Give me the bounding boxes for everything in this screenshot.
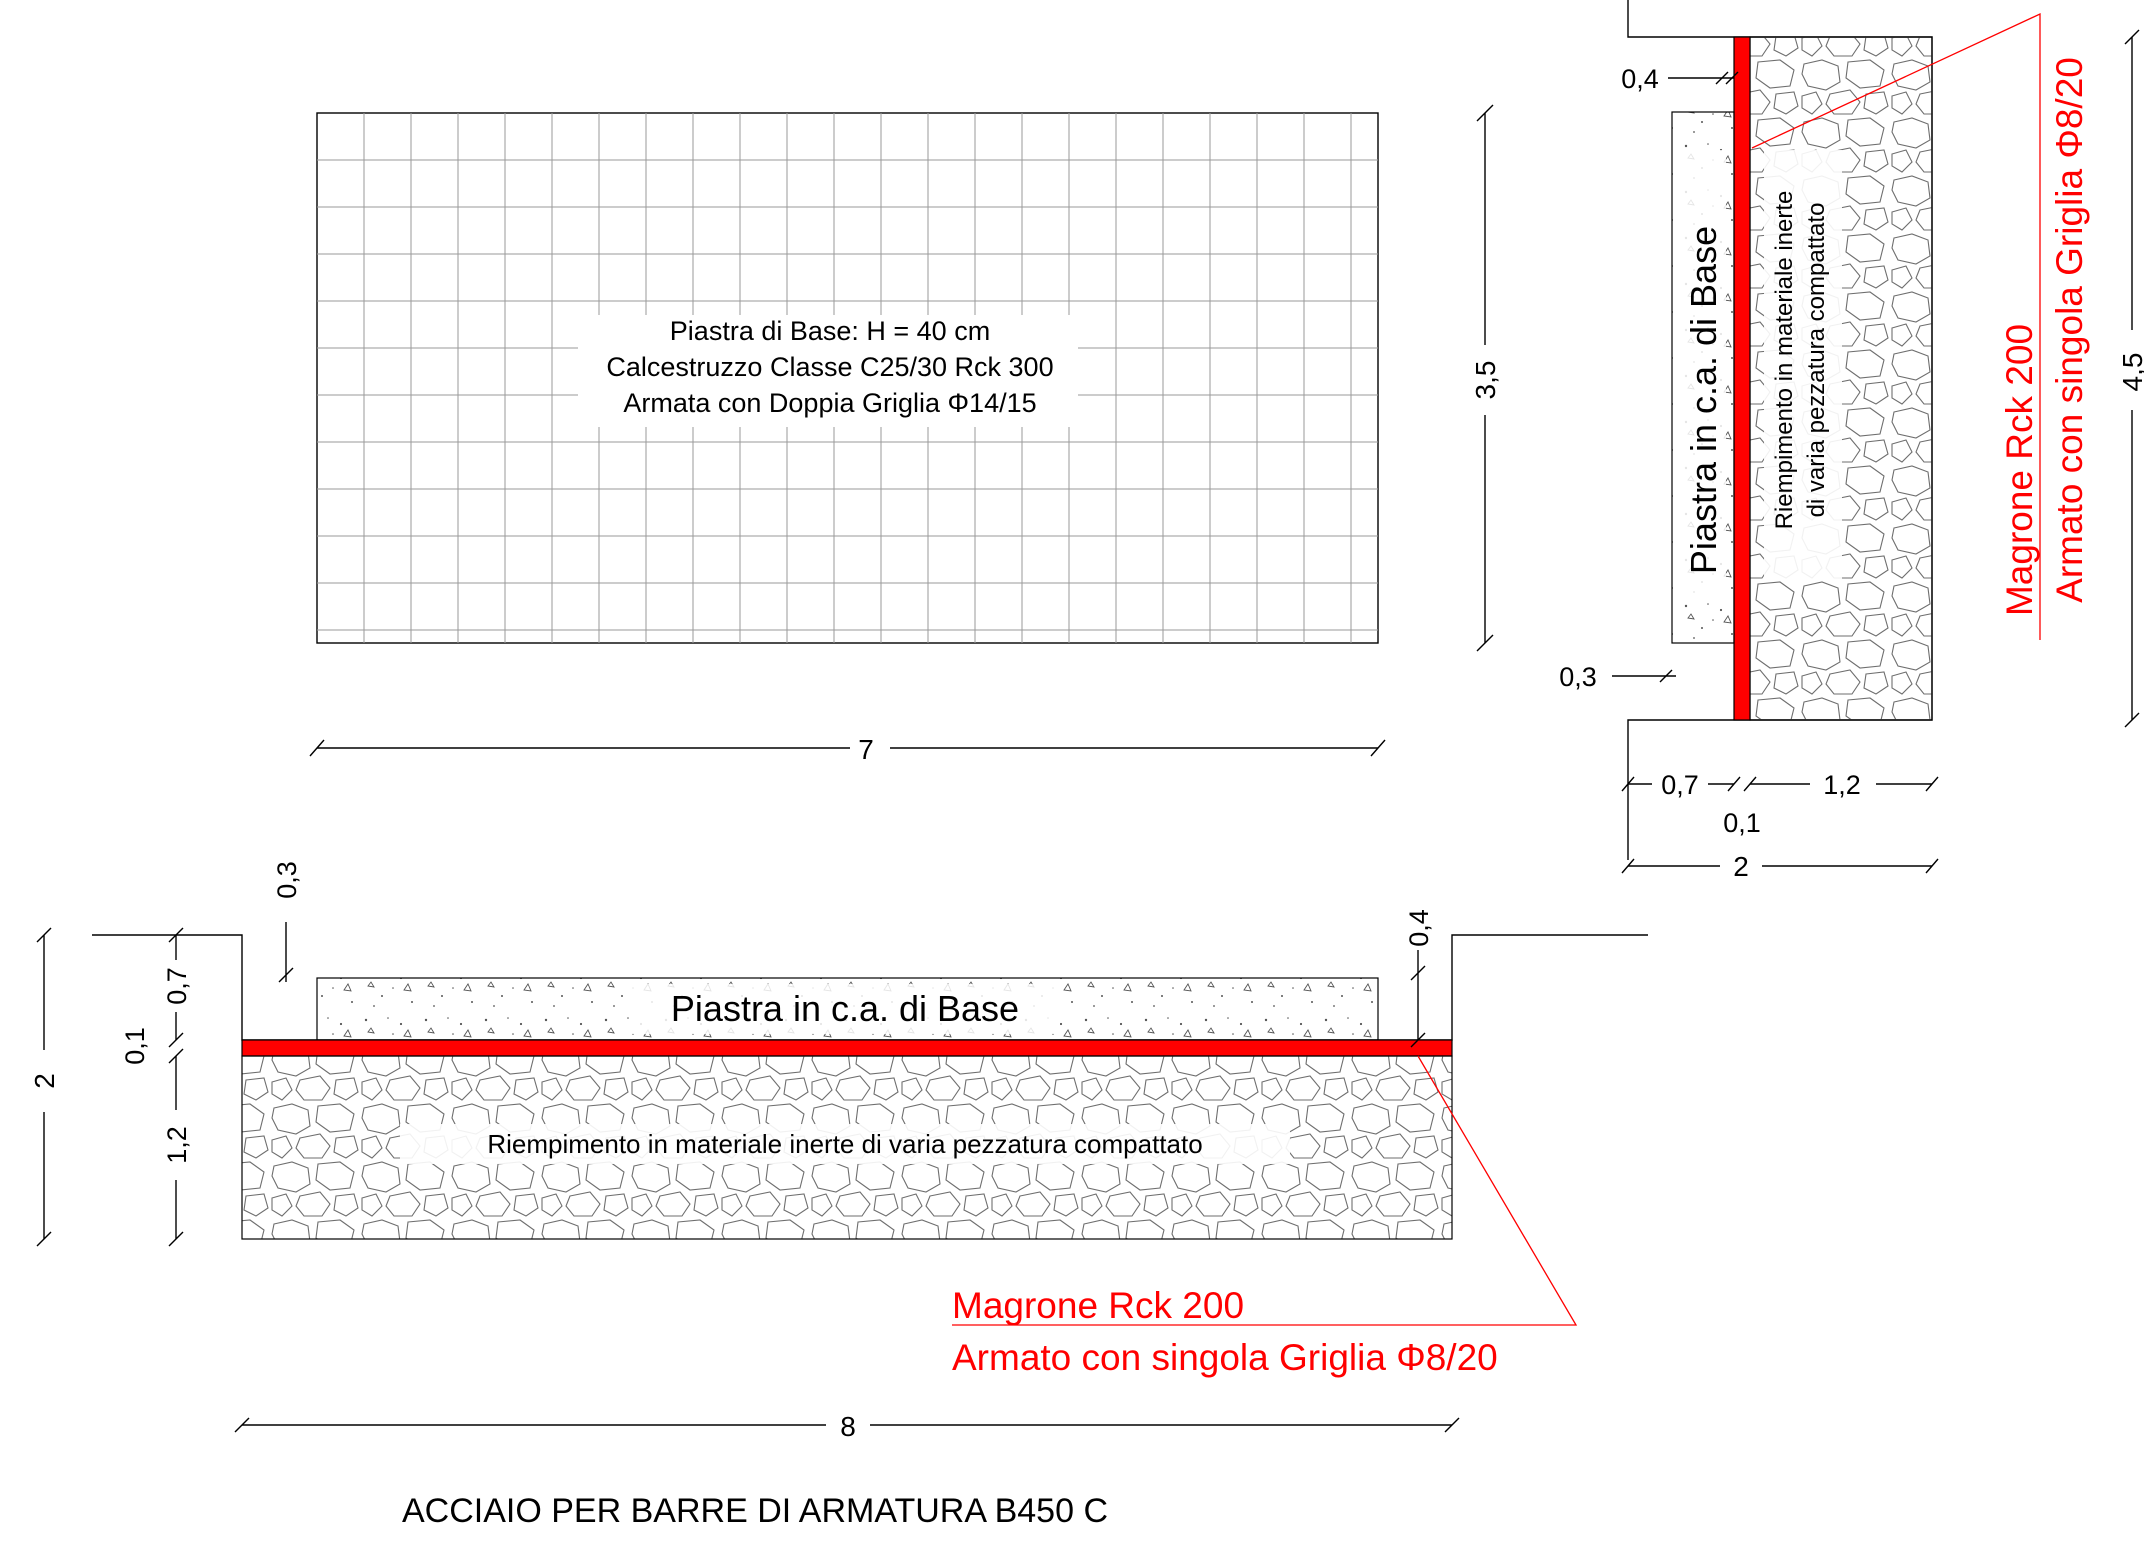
vertical-total-width-label: 2: [1733, 851, 1749, 882]
plan-width-label: 7: [858, 734, 874, 765]
vertical-width-chain-dimension: 0,7 1,2 0,1: [1621, 770, 1939, 838]
vertical-magrone-line1: Magrone Rck 200: [1999, 324, 2040, 616]
horizontal-left-gap-label: 0,3: [272, 861, 302, 899]
horizontal-magrone-line2: Armato con singola Griglia Φ8/20: [952, 1337, 1498, 1378]
vertical-slab-label-bg: [1680, 150, 1726, 600]
vertical-fill-width-label: 1,2: [1823, 770, 1861, 800]
horizontal-total-height-label: 2: [29, 1073, 60, 1089]
plan-height-dimension: 3,5: [1470, 104, 1501, 652]
plan-label-line2: Calcestruzzo Classe C25/30 Rck 300: [606, 352, 1053, 382]
plan-label-line3: Armata con Doppia Griglia Φ14/15: [623, 388, 1036, 418]
horizontal-fill-label: Riempimento in materiale inerte di varia…: [487, 1129, 1202, 1159]
horizontal-slab-label: Piastra in c.a. di Base: [671, 988, 1019, 1029]
horizontal-magrone-leader: [952, 1055, 1578, 1326]
vertical-slab-label: Piastra in c.a. di Base: [1683, 226, 1724, 574]
horizontal-slab-height-label: 0,7: [162, 967, 192, 1005]
vertical-bottom-gap-dimension: 0,3: [1559, 662, 1676, 692]
horizontal-fill-label-bg: [400, 1124, 1290, 1164]
plan-height-label: 3,5: [1470, 361, 1501, 400]
footer-note: ACCIAIO PER BARRE DI ARMATURA B450 C: [402, 1492, 1108, 1530]
horizontal-total-height-dimension: 2: [29, 927, 60, 1247]
vertical-fill-label-line1: Riempimento in materiale inerte: [1771, 191, 1798, 530]
vertical-fill-label-line2: di varia pezzatura compattato: [1803, 203, 1830, 518]
plan-width-dimension: 7: [309, 734, 1386, 765]
vertical-fill-label-bg: [1764, 150, 1842, 580]
vertical-magrone-width-label: 0,1: [1723, 808, 1761, 838]
vertical-magrone-line2: Armato con singola Griglia Φ8/20: [2049, 57, 2090, 603]
vertical-bottom-gap-label: 0,3: [1559, 662, 1597, 692]
vertical-magrone-strip: [1733, 36, 1751, 721]
horizontal-right-gap-dimension: 0,4: [1404, 909, 1434, 1048]
vertical-section: Piastra in c.a. di Base Riempimento in m…: [1559, 0, 2144, 882]
horizontal-total-width-label: 8: [840, 1411, 856, 1442]
plan-label-background: [578, 315, 1078, 427]
vertical-magrone-leader: [1751, 12, 2041, 640]
horizontal-magrone-strip: [241, 1039, 1453, 1057]
horizontal-slab-label-bg: [630, 984, 1060, 1034]
vertical-top-gap-dimension: 0,4: [1621, 64, 1739, 94]
horizontal-height-chain-dimension: 0,7 0,1 1,2: [120, 927, 192, 1247]
horizontal-section: Piastra in c.a. di Base Riempimento in m…: [29, 861, 1648, 1442]
vertical-slab-width-label: 0,7: [1661, 770, 1699, 800]
plan-label-line1: Piastra di Base: H = 40 cm: [670, 316, 990, 346]
vertical-total-height-dimension: 4,5: [2117, 29, 2144, 728]
horizontal-magrone-height-label: 0,1: [120, 1027, 150, 1065]
horizontal-total-width-dimension: 8: [234, 1411, 1460, 1442]
plan-view: Piastra di Base: H = 40 cm Calcestruzzo …: [309, 104, 1501, 765]
vertical-top-gap-label: 0,4: [1621, 64, 1659, 94]
horizontal-fill-height-label: 1,2: [162, 1126, 192, 1164]
horizontal-magrone-line1: Magrone Rck 200: [952, 1285, 1244, 1326]
horizontal-left-gap-dimension: 0,3: [272, 861, 302, 983]
vertical-total-width-dimension: 2: [1621, 851, 1939, 882]
horizontal-right-gap-label: 0,4: [1404, 909, 1434, 947]
vertical-total-height-label: 4,5: [2117, 353, 2144, 392]
